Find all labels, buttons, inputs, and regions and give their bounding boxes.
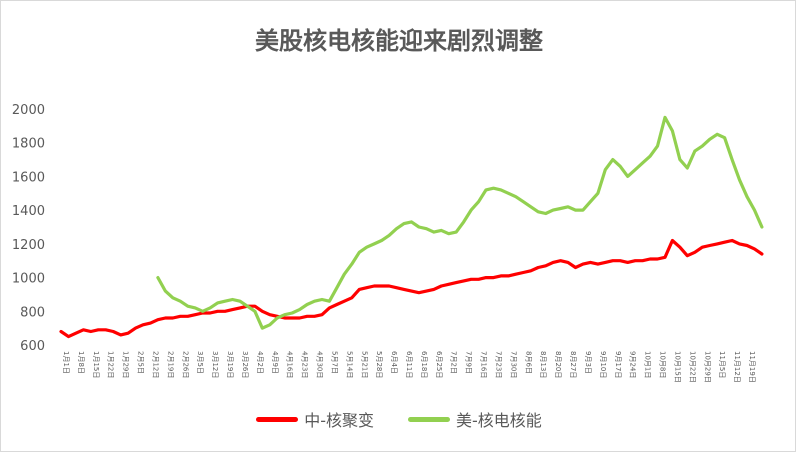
x-tick-label: 9月3日	[584, 351, 592, 374]
x-tick-label: 9月17日	[614, 351, 622, 378]
x-tick-label: 6月11日	[405, 351, 413, 378]
x-tick-label: 3月12日	[211, 351, 219, 378]
x-tick-label: 11月5日	[718, 351, 726, 378]
x-tick-label: 9月24日	[629, 351, 637, 378]
x-tick-label: 10月1日	[644, 351, 652, 378]
x-tick-label: 4月30日	[316, 351, 324, 378]
x-tick-label: 7月30日	[509, 351, 517, 378]
x-tick-label: 7月9日	[465, 351, 473, 374]
x-tick-label: 2月5日	[137, 351, 145, 374]
x-tick-label: 3月19日	[226, 351, 234, 378]
x-tick-label: 2月12日	[151, 351, 159, 378]
x-tick-label: 5月28日	[375, 351, 383, 378]
legend-label: 中-核聚变	[304, 411, 374, 430]
x-tick-label: 11月19日	[748, 351, 756, 383]
legend-label: 美-核电核能	[456, 411, 542, 430]
x-tick-label: 5月14日	[345, 351, 353, 378]
x-tick-label: 1月29日	[122, 351, 130, 378]
x-tick-label: 5月21日	[360, 351, 368, 378]
x-tick-label: 1月1日	[62, 351, 70, 374]
x-tick-label: 6月4日	[390, 351, 398, 374]
x-tick-label: 3月26日	[241, 351, 249, 378]
x-tick-label: 10月8日	[659, 351, 667, 378]
x-tick-label: 10月15日	[673, 351, 681, 383]
y-tick-label: 800	[20, 305, 45, 320]
y-tick-label: 600	[20, 339, 45, 354]
x-tick-label: 3月5日	[196, 351, 204, 374]
y-tick-label: 2000	[12, 103, 45, 118]
x-tick-label: 6月18日	[420, 351, 428, 378]
x-tick-label: 4月2日	[256, 351, 264, 374]
x-tick-label: 7月2日	[450, 351, 458, 374]
y-tick-label: 1000	[12, 272, 45, 287]
x-tick-label: 8月20日	[554, 351, 562, 378]
legend-swatch	[256, 416, 299, 422]
y-tick-label: 1800	[12, 137, 45, 152]
x-tick-label: 7月23日	[494, 351, 502, 378]
y-tick-label: 1600	[12, 170, 45, 185]
x-tick-label: 4月23日	[301, 351, 309, 378]
x-tick-label: 5月7日	[330, 351, 338, 374]
x-tick-label: 6月25日	[435, 351, 443, 378]
series-line-2	[156, 115, 764, 330]
series-line-1	[59, 238, 764, 339]
x-tick-label: 8月13日	[539, 351, 547, 378]
x-tick-label: 8月6日	[524, 351, 532, 374]
x-tick-label: 1月8日	[77, 351, 85, 374]
y-tick-label: 1200	[12, 238, 45, 253]
legend-swatch	[408, 416, 450, 422]
x-tick-label: 9月10日	[599, 351, 607, 378]
x-tick-label: 1月22日	[107, 351, 115, 378]
x-tick-label: 10月22日	[688, 351, 696, 383]
x-tick-label: 4月16日	[286, 351, 294, 378]
x-tick-label: 2月19日	[166, 351, 174, 378]
chart-title: 美股核电核能迎来剧烈调整	[255, 27, 543, 55]
x-tick-label: 8月27日	[569, 351, 577, 378]
legend-item: 中-核聚变	[256, 407, 374, 431]
x-tick-label: 7月16日	[480, 351, 488, 378]
x-tick-label: 10月29日	[703, 351, 711, 383]
x-tick-label: 2月26日	[181, 351, 189, 378]
x-tick-label: 1月15日	[92, 351, 100, 378]
x-tick-label: 11月12日	[733, 351, 741, 383]
legend-item: 美-核电核能	[408, 407, 542, 431]
legend: 中-核聚变 美-核电核能	[1, 407, 796, 431]
x-tick-label: 4月9日	[271, 351, 279, 374]
y-tick-label: 1400	[12, 204, 45, 219]
